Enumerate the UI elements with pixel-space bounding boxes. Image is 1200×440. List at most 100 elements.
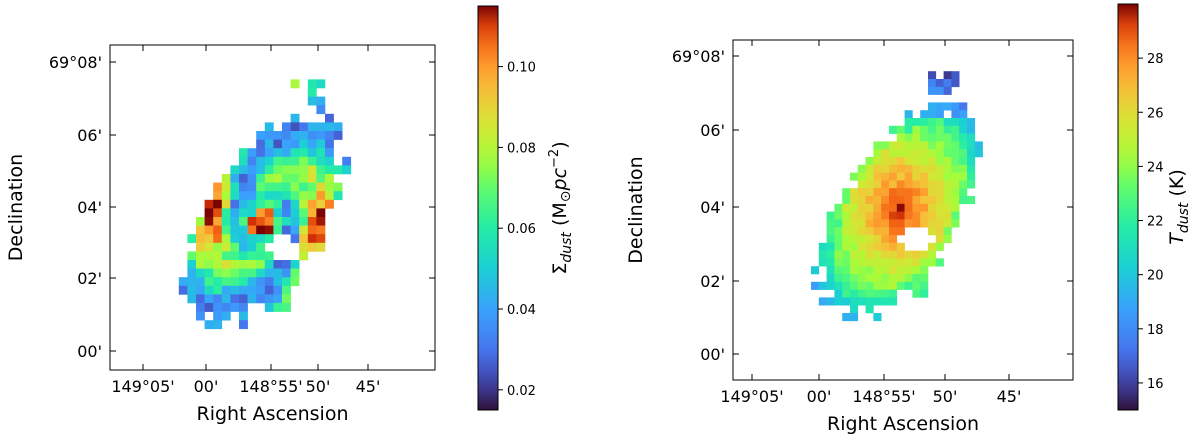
heatmap-pixel (290, 165, 300, 175)
heatmap-pixel (290, 208, 300, 218)
heatmap-pixel (256, 225, 266, 235)
heatmap-pixel (213, 268, 223, 278)
heatmap-pixel (221, 234, 231, 244)
heatmap-pixel (873, 211, 882, 220)
heatmap-pixel (842, 281, 851, 290)
heatmap-pixel (818, 258, 827, 267)
y-tick-label: 69°08' (49, 53, 102, 72)
heatmap-pixel (920, 250, 929, 259)
heatmap-pixel (928, 118, 937, 127)
heatmap-pixel (889, 203, 898, 212)
heatmap-pixel (316, 225, 326, 235)
heatmap-pixel (865, 188, 874, 197)
heatmap-pixel (256, 260, 266, 269)
heatmap-pixel (850, 289, 859, 298)
heatmap-pixel (213, 277, 223, 287)
heatmap-pixel (826, 258, 835, 267)
heatmap-pixel (920, 180, 929, 189)
heatmap-pixel (230, 234, 240, 244)
heatmap-pixel (273, 148, 283, 158)
heatmap-pixel (213, 191, 223, 201)
heatmap-pixel (889, 289, 898, 298)
heatmap-pixel (333, 131, 343, 140)
heatmap-pixel (811, 266, 820, 275)
heatmap-pixel (928, 180, 937, 189)
heatmap-pixel (889, 196, 898, 205)
heatmap-pixel (290, 139, 300, 149)
x-tick-label: 00' (807, 387, 832, 406)
heatmap-pixel (842, 289, 851, 298)
heatmap-pixel (943, 71, 952, 80)
colorbar-tick-label: 0.10 (507, 61, 536, 76)
heatmap-pixel (325, 131, 334, 140)
heatmap-pixel (247, 294, 257, 304)
heatmap-pixel (282, 174, 291, 183)
heatmap-pixel (196, 285, 205, 295)
heatmap-pixel (290, 113, 300, 123)
heatmap-pixel (187, 260, 197, 269)
heatmap-pixel (325, 148, 334, 158)
heatmap-pixel (881, 196, 890, 205)
heatmap-pixel (959, 149, 968, 158)
heatmap-pixel (951, 125, 960, 134)
heatmap-pixel (213, 225, 223, 235)
heatmap-pixel (826, 274, 835, 283)
heatmap-pixel (912, 196, 921, 205)
heatmap-pixel (943, 125, 952, 134)
heatmap-pixel (920, 110, 929, 119)
heatmap-pixel (959, 188, 968, 197)
heatmap-pixel (230, 199, 240, 209)
heatmap-pixel (282, 225, 291, 235)
heatmap-pixel (307, 88, 317, 97)
heatmap-pixel (959, 164, 968, 173)
heatmap-pixel (928, 196, 937, 205)
heatmap-pixel (896, 258, 905, 267)
heatmap-pixel (834, 219, 843, 228)
heatmap-pixel (196, 294, 205, 304)
heatmap-pixel (187, 294, 197, 304)
heatmap-pixel (307, 79, 317, 89)
heatmap-pixel (264, 174, 274, 183)
heatmap-pixel (873, 219, 882, 228)
heatmap-pixel (826, 297, 835, 306)
heatmap-pixel (247, 174, 257, 183)
dust-temperature-panel: 149°05' 00' 148°55' 50' 45' 69°08' 06' 04' 02' 00… (625, 3, 1192, 435)
heatmap-pixel (920, 266, 929, 275)
heatmap-pixel (912, 118, 921, 127)
heatmap-pixel (204, 199, 214, 209)
heatmap-pixel (935, 180, 944, 189)
heatmap-pixel (204, 251, 214, 261)
heatmap-pixel (967, 118, 976, 127)
heatmap-pixel (230, 251, 240, 261)
heatmap-pixel (299, 217, 309, 226)
heatmap-pixel (935, 164, 944, 173)
heatmap-pixel (943, 172, 952, 181)
heatmap-pixel (912, 172, 921, 181)
heatmap-pixel (316, 105, 326, 115)
heatmap-pixel (904, 141, 913, 150)
heatmap-pixel (282, 191, 291, 201)
heatmap-pixel (904, 274, 913, 283)
heatmap-pixel (239, 217, 248, 226)
heatmap-pixel (857, 242, 866, 251)
heatmap-pixel (256, 174, 266, 183)
heatmap-pixel (239, 285, 248, 295)
heatmap-pixel (904, 172, 913, 181)
heatmap-pixel (943, 164, 952, 173)
heatmap-pixel (935, 149, 944, 158)
heatmap-pixel (912, 219, 921, 228)
heatmap-pixel (826, 235, 835, 244)
heatmap-pixel (889, 258, 898, 267)
heatmap-pixel (896, 281, 905, 290)
heatmap-pixel (974, 141, 983, 150)
heatmap-pixel (204, 294, 214, 304)
heatmap-pixel (204, 277, 214, 287)
heatmap-pixel (187, 285, 197, 295)
heatmap-pixel (920, 274, 929, 283)
heatmap-pixel (834, 227, 843, 236)
heatmap-pixel (230, 165, 240, 175)
heatmap-pixel (316, 191, 326, 201)
heatmap-pixel (325, 191, 334, 201)
heatmap-pixel (857, 172, 866, 181)
heatmap-pixel (230, 294, 240, 304)
